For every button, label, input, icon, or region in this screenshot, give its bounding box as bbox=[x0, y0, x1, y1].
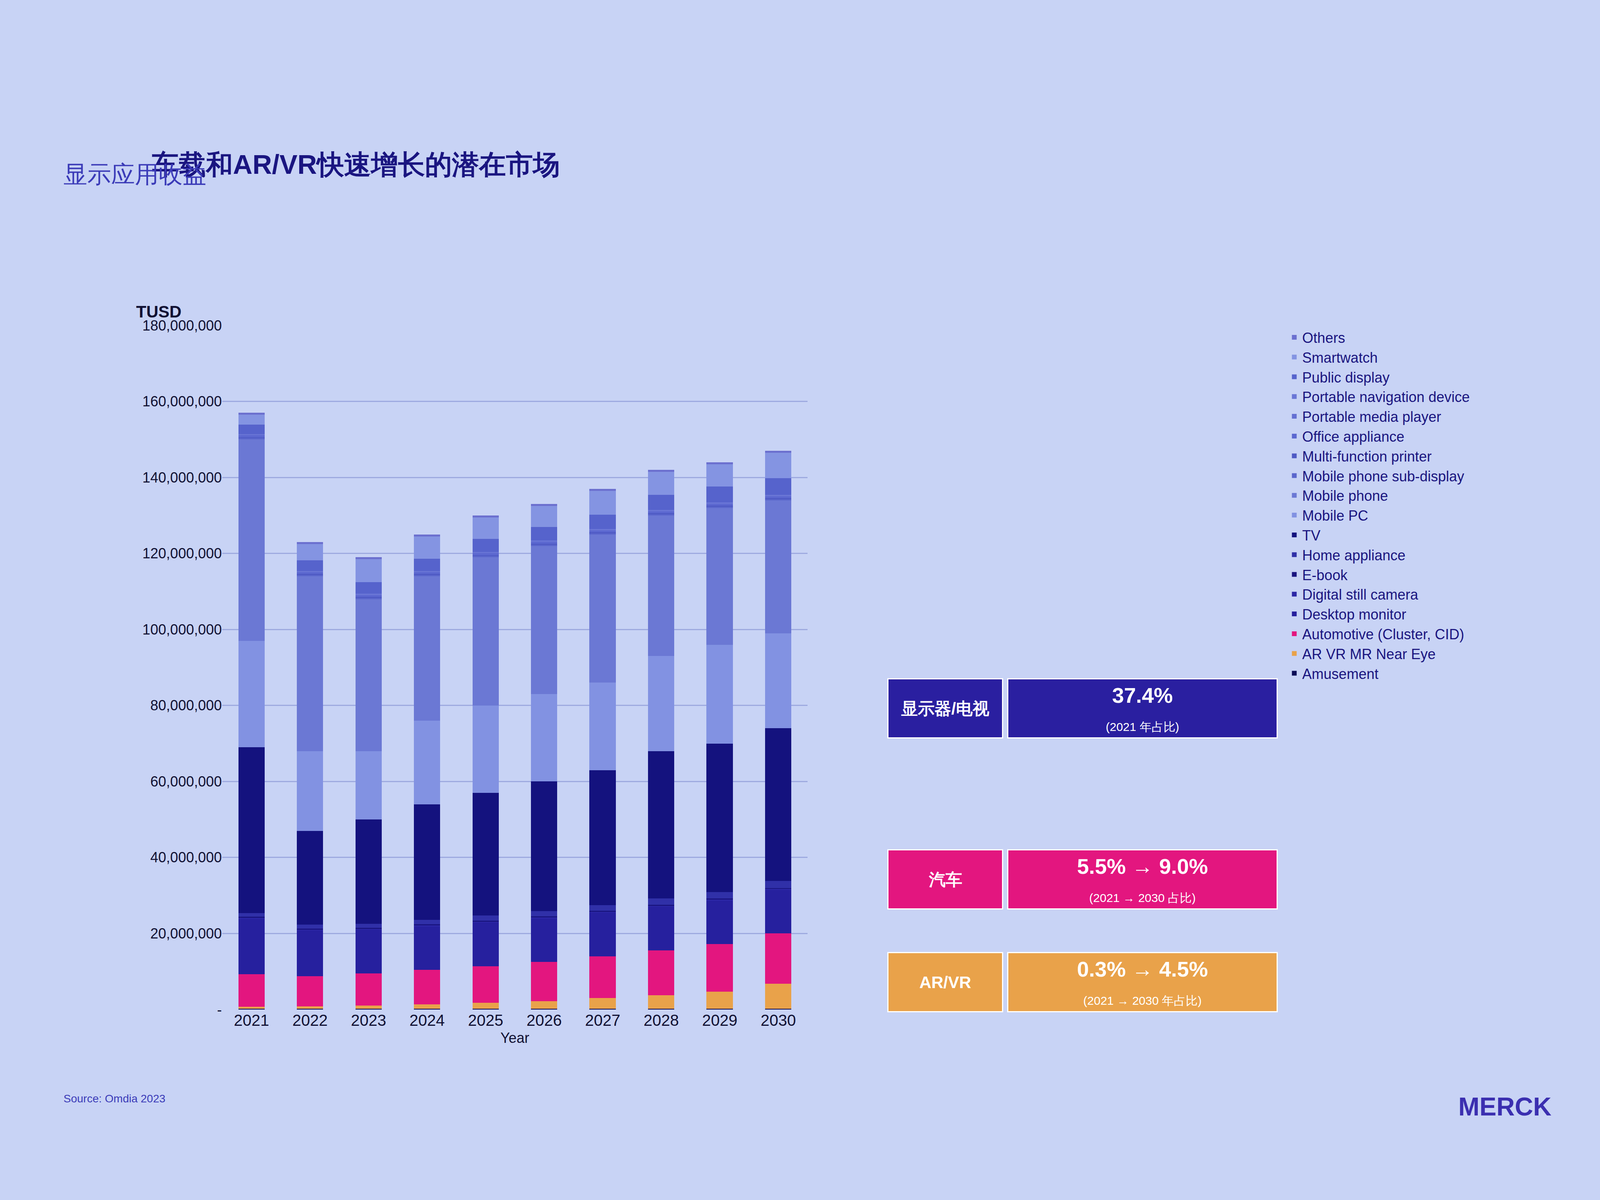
svg-text:Public display: Public display bbox=[1302, 369, 1390, 386]
svg-text:Others: Others bbox=[1302, 329, 1346, 347]
svg-text:0.3% → 4.5%(2021 → 2030 年占比): 0.3% → 4.5%(2021 → 2030 年占比) bbox=[1076, 957, 1208, 1007]
svg-text:-: - bbox=[217, 1001, 222, 1018]
svg-text:120,000,000: 120,000,000 bbox=[142, 545, 222, 562]
svg-text:Amusement: Amusement bbox=[1302, 665, 1379, 683]
svg-text:Automotive (Cluster, CID): Automotive (Cluster, CID) bbox=[1302, 626, 1465, 643]
svg-text:180,000,000: 180,000,000 bbox=[142, 317, 222, 334]
svg-text:Source: Omdia 2023: Source: Omdia 2023 bbox=[63, 1092, 166, 1105]
svg-text:2022: 2022 bbox=[292, 1011, 328, 1029]
svg-text:Mobile PC: Mobile PC bbox=[1302, 507, 1369, 524]
svg-text:TV: TV bbox=[1302, 527, 1321, 544]
svg-text:80,000,000: 80,000,000 bbox=[150, 697, 222, 714]
svg-text:E-book: E-book bbox=[1302, 567, 1349, 584]
svg-text:Year: Year bbox=[500, 1029, 530, 1047]
svg-text:Portable navigation device: Portable navigation device bbox=[1302, 388, 1470, 406]
svg-text:AR VR MR Near Eye: AR VR MR Near Eye bbox=[1302, 646, 1436, 663]
svg-text:2027: 2027 bbox=[584, 1011, 621, 1029]
svg-text:汽车: 汽车 bbox=[928, 870, 963, 889]
svg-text:Office appliance: Office appliance bbox=[1302, 428, 1405, 445]
svg-text:2029: 2029 bbox=[701, 1011, 738, 1029]
svg-text:显示器/电视: 显示器/电视 bbox=[901, 699, 990, 718]
svg-text:显示应用收益: 显示应用收益 bbox=[63, 161, 207, 188]
svg-text:2026: 2026 bbox=[526, 1011, 562, 1029]
svg-text:5.5% → 9.0%(2021 → 2030 占比): 5.5% → 9.0%(2021 → 2030 占比) bbox=[1076, 854, 1208, 904]
svg-text:Home appliance: Home appliance bbox=[1302, 547, 1406, 564]
svg-text:Portable media player: Portable media player bbox=[1302, 408, 1442, 425]
svg-text:Mobile phone: Mobile phone bbox=[1302, 487, 1389, 504]
svg-text:2030: 2030 bbox=[760, 1011, 797, 1029]
svg-text:40,000,000: 40,000,000 bbox=[150, 849, 222, 866]
svg-text:Mobile phone sub-display: Mobile phone sub-display bbox=[1302, 468, 1465, 485]
svg-text:TUSD: TUSD bbox=[136, 302, 182, 322]
svg-text:2023: 2023 bbox=[350, 1011, 387, 1029]
svg-text:140,000,000: 140,000,000 bbox=[142, 469, 222, 486]
svg-text:20,000,000: 20,000,000 bbox=[150, 925, 222, 942]
svg-text:车载和AR/VR快速增长的潜在市场: 车载和AR/VR快速增长的潜在市场 bbox=[151, 149, 560, 180]
svg-text:Digital still camera: Digital still camera bbox=[1302, 586, 1419, 603]
svg-text:2028: 2028 bbox=[643, 1011, 679, 1029]
svg-text:160,000,000: 160,000,000 bbox=[142, 393, 222, 410]
svg-text:Desktop monitor: Desktop monitor bbox=[1302, 606, 1407, 623]
svg-text:2021: 2021 bbox=[233, 1011, 270, 1029]
svg-text:MERCK: MERCK bbox=[1458, 1092, 1552, 1122]
svg-text:100,000,000: 100,000,000 bbox=[142, 621, 222, 638]
svg-text:2025: 2025 bbox=[467, 1011, 504, 1029]
svg-text:AR/VR: AR/VR bbox=[919, 973, 972, 992]
svg-text:Multi-function printer: Multi-function printer bbox=[1302, 448, 1432, 465]
svg-text:2024: 2024 bbox=[409, 1011, 445, 1029]
svg-text:60,000,000: 60,000,000 bbox=[150, 773, 222, 790]
svg-text:37.4%(2021 年占比): 37.4%(2021 年占比) bbox=[1105, 683, 1179, 733]
svg-text:Smartwatch: Smartwatch bbox=[1302, 349, 1378, 366]
